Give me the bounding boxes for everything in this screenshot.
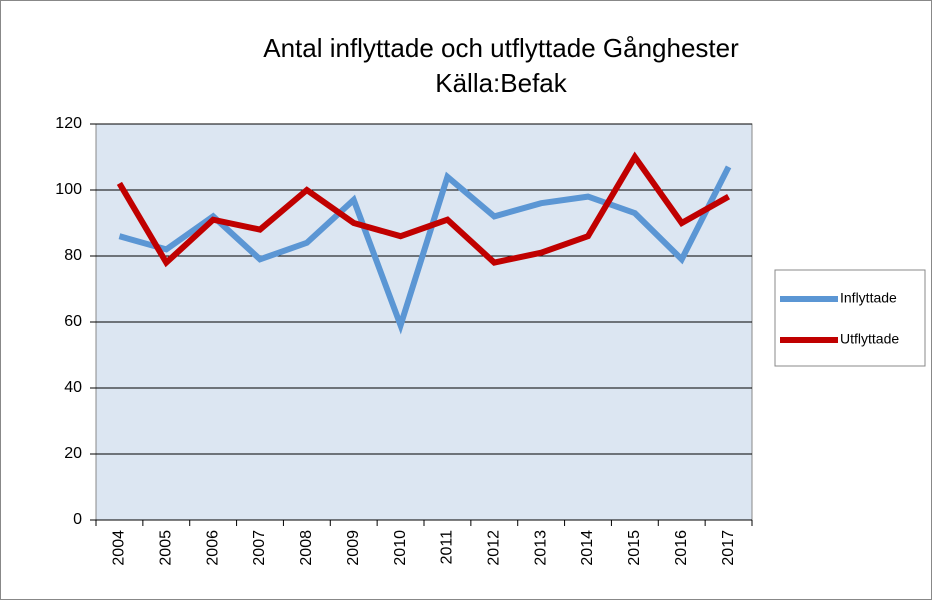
x-tick-label: 2011 [439,530,456,565]
chart-title: Antal inflyttade och utflyttade Gånghest… [263,33,739,63]
x-tick-label: 2015 [626,530,643,566]
y-tick-label: 20 [64,445,82,462]
legend-box [774,269,926,367]
x-tick-label: 2004 [111,530,128,566]
y-tick-label: 100 [55,181,82,198]
x-tick-label: 2014 [579,530,596,566]
x-tick-label: 2008 [298,530,315,566]
x-tick-label: 2007 [251,530,268,566]
y-tick-label: 120 [55,115,82,132]
x-tick-label: 2017 [720,530,737,566]
x-tick-label: 2009 [345,530,362,566]
legend-label: Inflyttade [840,290,897,306]
chart-subtitle: Källa:Befak [435,68,568,98]
y-tick-label: 80 [64,247,82,264]
y-tick-label: 40 [64,379,82,396]
x-tick-label: 2013 [532,530,549,566]
y-tick-label: 60 [64,313,82,330]
x-tick-label: 2006 [204,530,221,566]
x-tick-label: 2010 [392,530,409,566]
x-tick-label: 2005 [158,530,175,566]
legend-label: Utflyttade [840,331,899,347]
y-tick-label: 0 [73,511,82,528]
series-line [116,151,731,268]
x-tick-label: 2016 [673,530,690,566]
x-tick-label: 2012 [486,530,503,566]
